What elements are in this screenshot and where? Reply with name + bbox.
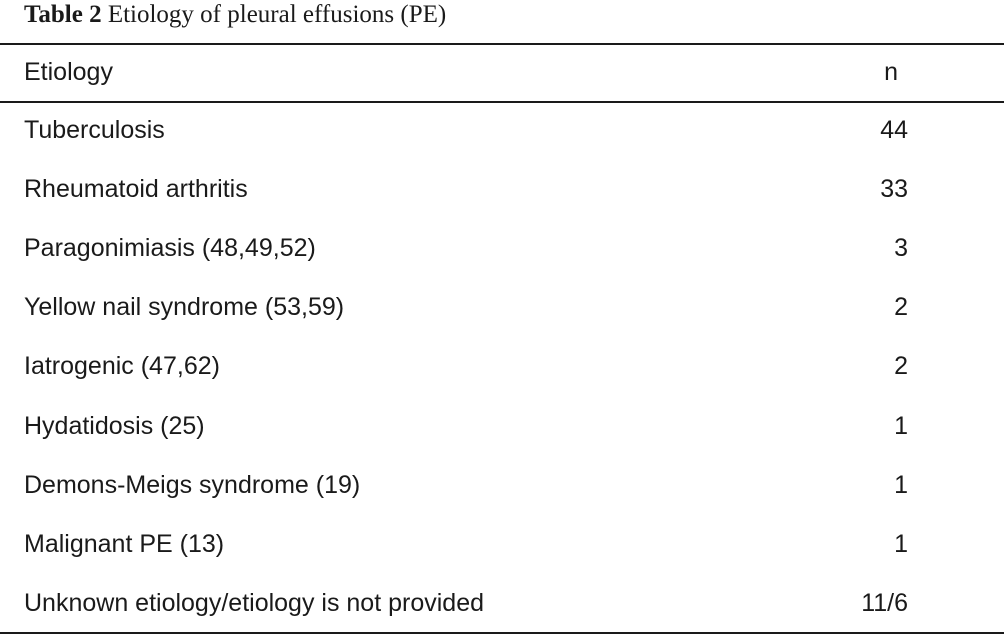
etiology-cell: Malignant PE (13) — [24, 530, 225, 558]
table-row: Unknown etiology/etiology is not provide… — [0, 581, 1004, 625]
table-title: Etiology of pleural effusions (PE) — [107, 1, 447, 28]
table-row: Paragonimiasis (48,49,52) 3 — [0, 226, 1004, 270]
table-row: Hydatidosis (25) 1 — [0, 404, 1004, 448]
count-cell: 1 — [894, 412, 908, 440]
count-cell: 3 — [894, 234, 908, 262]
header-etiology: Etiology — [24, 58, 113, 86]
table-row: Malignant PE (13) 1 — [0, 522, 1004, 566]
header-rule — [0, 101, 1004, 103]
table-caption: Table 2 Etiology of pleural effusions (P… — [24, 0, 446, 30]
bottom-rule — [0, 632, 1004, 634]
count-cell: 33 — [880, 175, 908, 203]
count-cell: 2 — [894, 293, 908, 321]
etiology-cell: Unknown etiology/etiology is not provide… — [24, 589, 484, 617]
table-row: Demons-Meigs syndrome (19) 1 — [0, 463, 1004, 507]
etiology-cell: Rheumatoid arthritis — [24, 175, 248, 203]
etiology-cell: Tuberculosis — [24, 116, 165, 144]
table-row: Iatrogenic (47,62) 2 — [0, 344, 1004, 388]
header-n: n — [884, 58, 898, 86]
count-cell: 44 — [880, 116, 908, 144]
count-cell: 2 — [894, 352, 908, 380]
etiology-cell: Hydatidosis (25) — [24, 412, 205, 440]
count-cell: 11/6 — [861, 589, 908, 617]
table-row: Tuberculosis 44 — [0, 108, 1004, 152]
header-row: Etiology n — [0, 50, 1004, 94]
count-cell: 1 — [894, 471, 908, 499]
etiology-cell: Paragonimiasis (48,49,52) — [24, 234, 316, 262]
top-rule — [0, 43, 1004, 45]
table-row: Rheumatoid arthritis 33 — [0, 167, 1004, 211]
etiology-cell: Demons-Meigs syndrome (19) — [24, 471, 361, 499]
etiology-cell: Iatrogenic (47,62) — [24, 352, 220, 380]
etiology-cell: Yellow nail syndrome (53,59) — [24, 293, 345, 321]
table-row: Yellow nail syndrome (53,59) 2 — [0, 285, 1004, 329]
table-label: Table 2 — [24, 1, 102, 28]
count-cell: 1 — [894, 530, 908, 558]
